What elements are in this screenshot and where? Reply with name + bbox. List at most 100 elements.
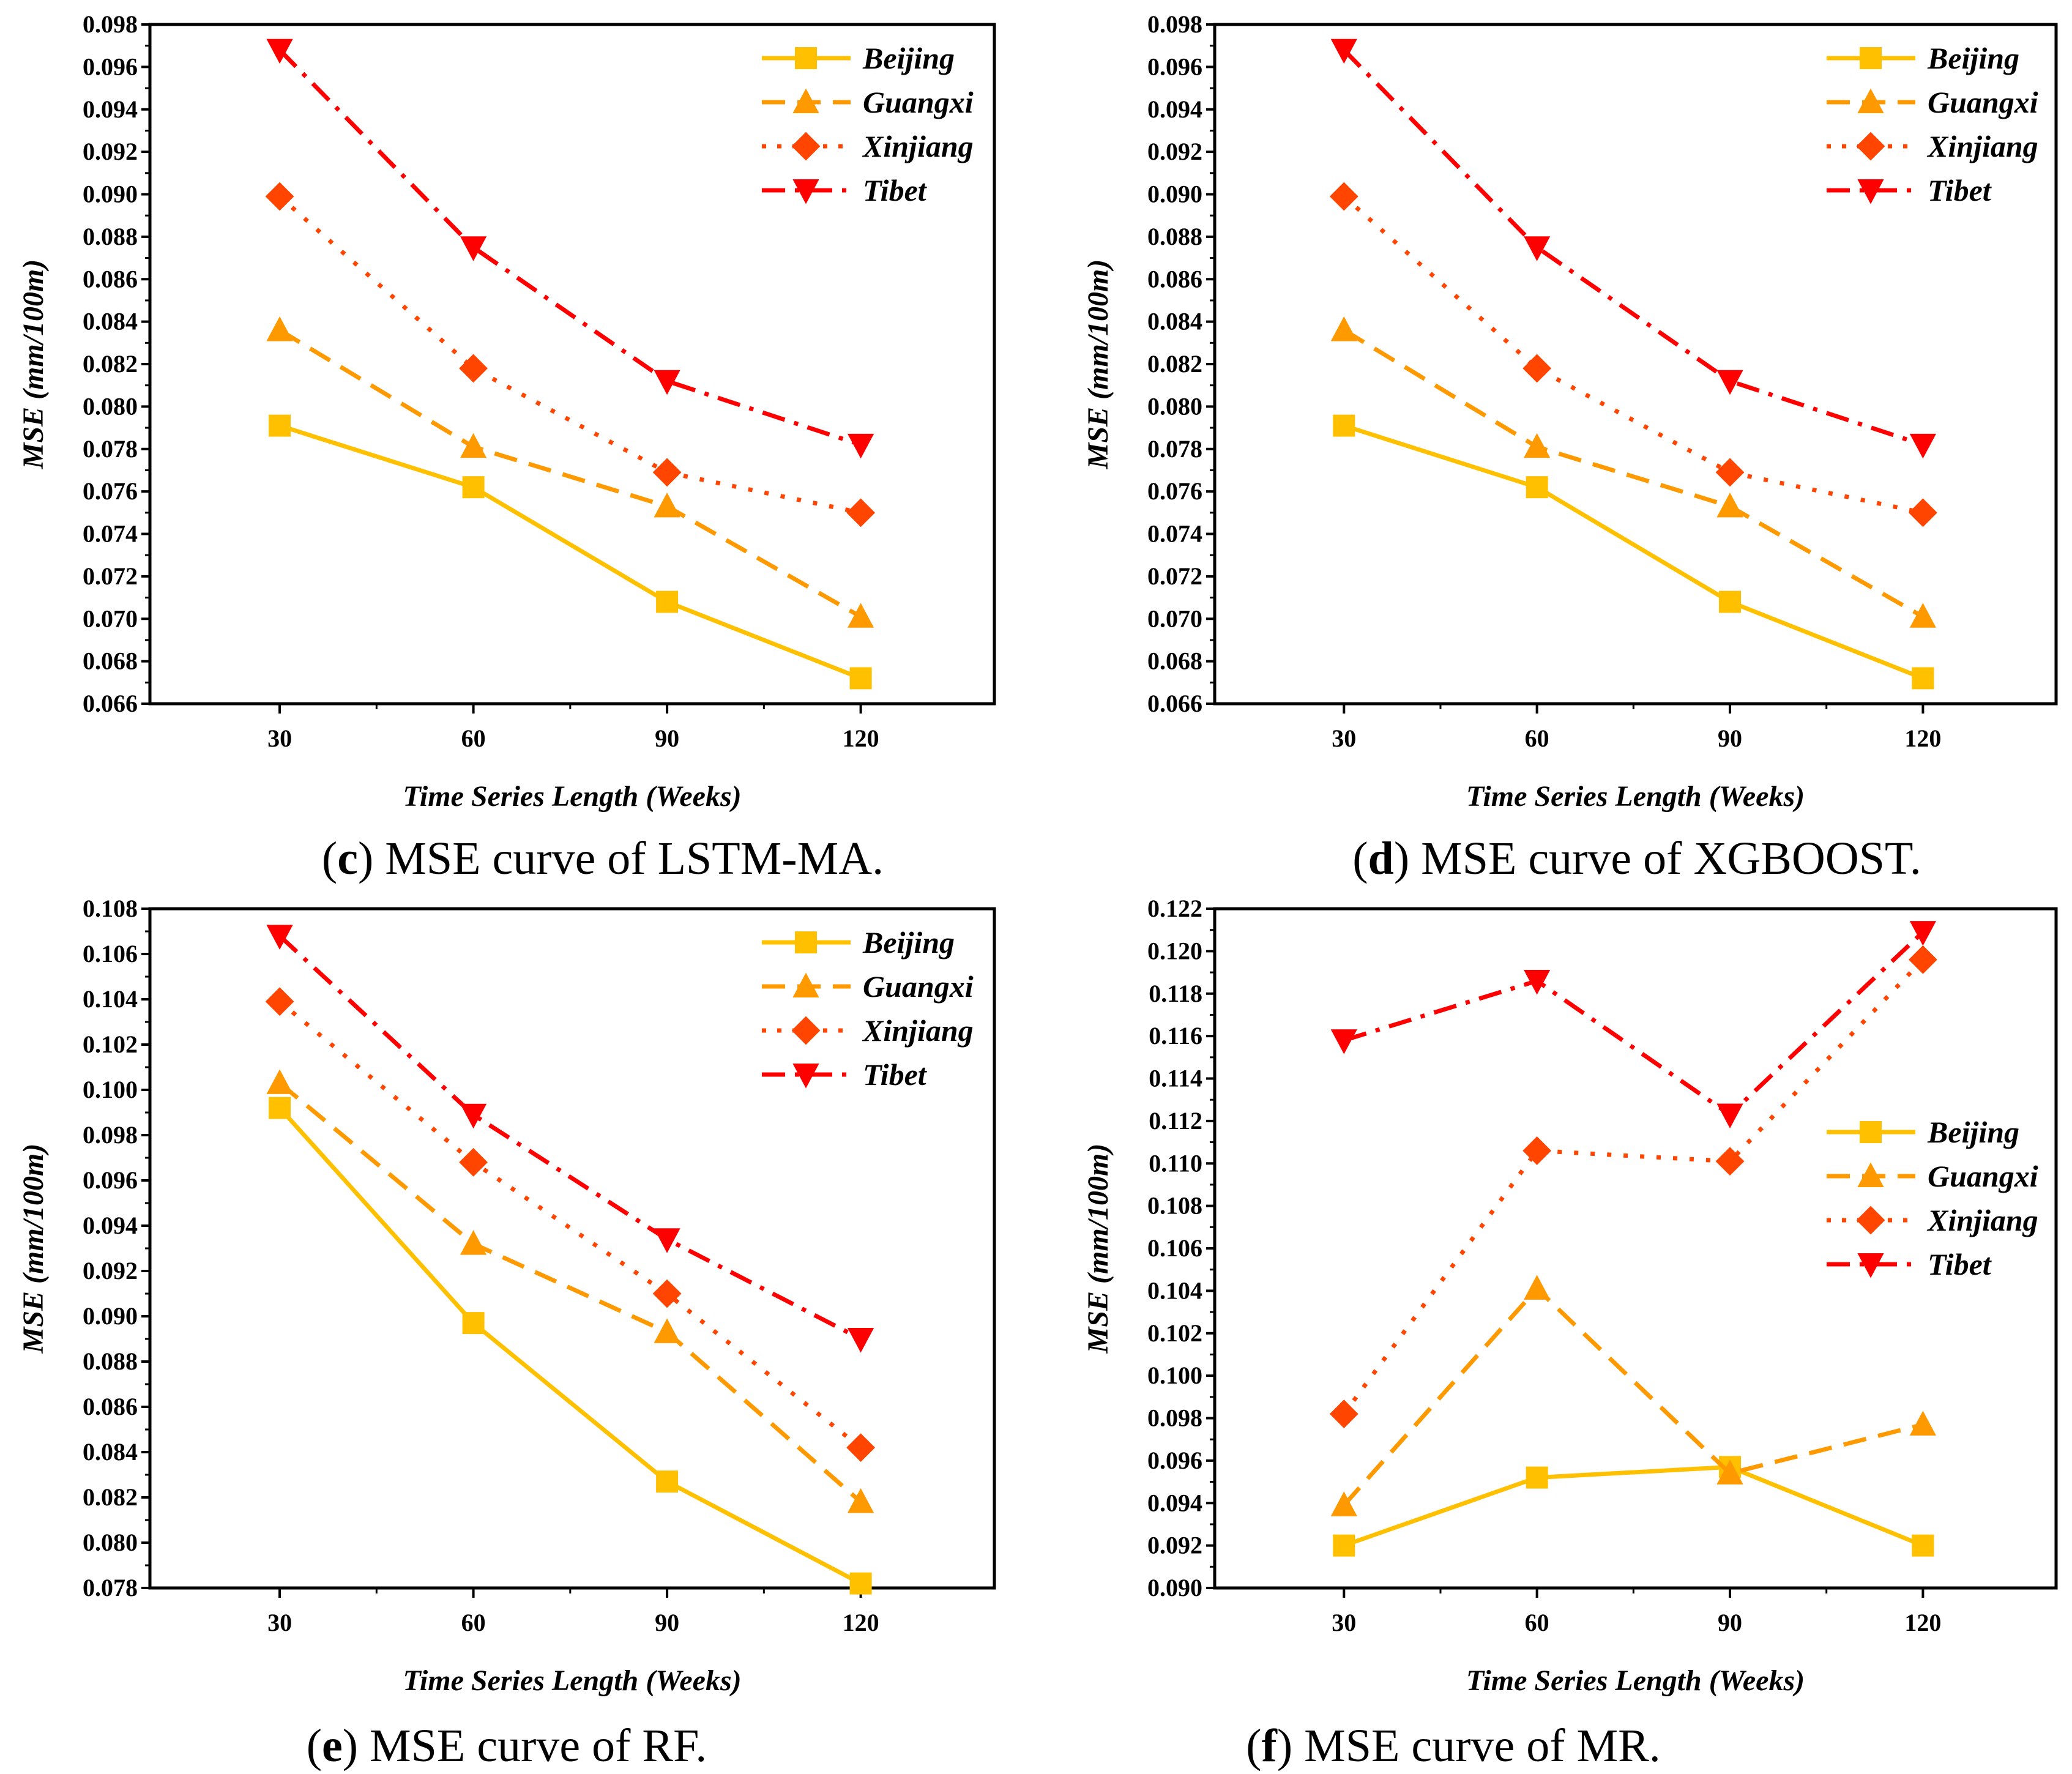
data-point-tibet	[1524, 969, 1551, 995]
y-tick-label: 0.088	[1147, 223, 1202, 250]
y-tick-label: 0.106	[1147, 1234, 1202, 1262]
x-axis-title: Time Series Length (Weeks)	[403, 1664, 741, 1697]
data-point-guangxi	[654, 1318, 680, 1343]
panel-caption: (d) MSE curve of XGBOOST.	[1352, 833, 1921, 884]
y-tick-label: 0.072	[83, 562, 138, 590]
y-axis-title: MSE (mm/100m)	[1082, 1144, 1114, 1354]
y-tick-label: 0.088	[83, 223, 138, 250]
data-point-beijing	[1719, 591, 1742, 613]
data-point-beijing	[462, 1312, 485, 1335]
data-point-tibet	[1330, 39, 1357, 64]
series-line-guangxi	[1343, 328, 1925, 619]
legend-label-beijing: Beijing	[862, 925, 955, 960]
legend-marker-guangxi	[792, 88, 819, 113]
y-tick-label: 0.082	[1147, 350, 1202, 378]
legend-label-tibet: Tibet	[863, 173, 928, 207]
y-tick-label: 0.066	[1147, 690, 1202, 717]
x-tick-label: 90	[1718, 725, 1742, 752]
legend-label-xinjiang: Xinjiang	[862, 1013, 974, 1048]
data-point-beijing	[462, 476, 485, 499]
data-point-tibet	[654, 370, 680, 395]
legend-label-beijing: Beijing	[1927, 41, 2019, 75]
x-tick-label: 30	[267, 725, 292, 752]
caption-text: ) MSE curve of XGBOOST.	[1394, 833, 1921, 884]
y-tick-label: 0.078	[83, 1574, 138, 1601]
series-line-beijing	[278, 1106, 862, 1586]
legend-marker-tibet	[792, 179, 819, 204]
y-tick-label: 0.096	[83, 1166, 138, 1194]
data-point-xinjiang	[652, 1279, 682, 1308]
y-tick-label: 0.078	[1147, 435, 1202, 463]
y-tick-label: 0.086	[1147, 265, 1202, 293]
data-point-xinjiang	[652, 458, 682, 487]
x-tick-label: 60	[1525, 1609, 1549, 1636]
legend-marker-guangxi	[1857, 88, 1884, 113]
y-tick-label: 0.092	[83, 138, 138, 165]
data-point-xinjiang	[846, 1433, 876, 1462]
data-point-beijing	[849, 667, 872, 690]
data-point-guangxi	[654, 492, 680, 518]
y-tick-label: 0.094	[83, 95, 138, 123]
panel-caption: (f) MSE curve of MR.	[1246, 1720, 1661, 1772]
legend-label-xinjiang: Xinjiang	[1926, 129, 2038, 163]
x-tick-label: 60	[1525, 725, 1549, 752]
plot-frame	[148, 23, 996, 706]
data-point-tibet	[1330, 1029, 1357, 1054]
data-point-guangxi	[1716, 492, 1743, 518]
caption-text: ) MSE curve of MR.	[1277, 1720, 1661, 1772]
y-tick-label: 0.080	[83, 392, 138, 420]
y-tick-label: 0.096	[83, 53, 138, 80]
y-tick-label: 0.084	[83, 1438, 138, 1466]
caption-open: (	[1352, 833, 1368, 884]
legend-label-beijing: Beijing	[1927, 1115, 2019, 1149]
x-tick-label: 30	[1332, 1609, 1356, 1636]
data-point-xinjiang	[265, 182, 294, 211]
data-point-tibet	[654, 1228, 680, 1253]
data-point-guangxi	[1330, 1491, 1357, 1516]
data-point-beijing	[656, 591, 679, 613]
data-point-tibet	[1716, 370, 1743, 395]
legend-label-guangxi: Guangxi	[863, 85, 974, 119]
data-point-tibet	[848, 433, 874, 459]
y-tick-label: 0.098	[1147, 1404, 1202, 1432]
y-tick-label: 0.112	[1149, 1107, 1202, 1135]
data-point-tibet	[1524, 236, 1551, 261]
data-point-beijing	[1912, 1534, 1934, 1557]
data-point-xinjiang	[846, 498, 876, 527]
x-tick-label: 90	[1718, 1609, 1742, 1636]
panel-caption: (e) MSE curve of RF.	[307, 1720, 707, 1772]
data-point-tibet	[266, 39, 293, 64]
y-tick-label: 0.116	[1149, 1022, 1202, 1049]
y-tick-label: 0.092	[83, 1257, 138, 1284]
legend: Beijing Guangxi Xinjiang Tibet	[1827, 41, 2038, 207]
x-axis-title: Time Series Length (Weeks)	[403, 780, 741, 813]
x-axis-title: Time Series Length (Weeks)	[1466, 780, 1805, 813]
y-tick-label: 0.118	[1149, 980, 1202, 1007]
data-point-tibet	[848, 1328, 874, 1353]
series-line-beijing	[279, 423, 862, 680]
y-tick-label: 0.094	[1147, 95, 1202, 123]
data-point-tibet	[460, 236, 487, 261]
y-tick-label: 0.108	[1147, 1192, 1202, 1220]
data-point-xinjiang	[1522, 354, 1552, 383]
legend-marker-beijing	[1860, 47, 1882, 69]
y-tick-label: 0.068	[1147, 647, 1202, 675]
data-point-beijing	[1526, 476, 1548, 499]
panel-caption: (c) MSE curve of LSTM-MA.	[322, 833, 884, 884]
legend-marker-beijing	[1860, 1121, 1882, 1143]
x-tick-label: 120	[1904, 1609, 1941, 1636]
y-tick-label: 0.082	[83, 350, 138, 378]
data-point-guangxi	[1716, 1459, 1743, 1485]
legend-label-xinjiang: Xinjiang	[862, 129, 974, 163]
data-point-guangxi	[460, 433, 487, 458]
y-tick-label: 0.066	[83, 690, 138, 717]
x-tick-label: 30	[267, 1609, 292, 1636]
y-tick-label: 0.102	[83, 1030, 138, 1058]
caption-open: (	[1246, 1720, 1261, 1772]
data-point-guangxi	[1909, 1411, 1936, 1436]
data-point-beijing	[656, 1470, 679, 1493]
legend-label-tibet: Tibet	[863, 1057, 928, 1092]
data-point-xinjiang	[1908, 498, 1937, 527]
y-tick-label: 0.096	[1147, 53, 1202, 80]
